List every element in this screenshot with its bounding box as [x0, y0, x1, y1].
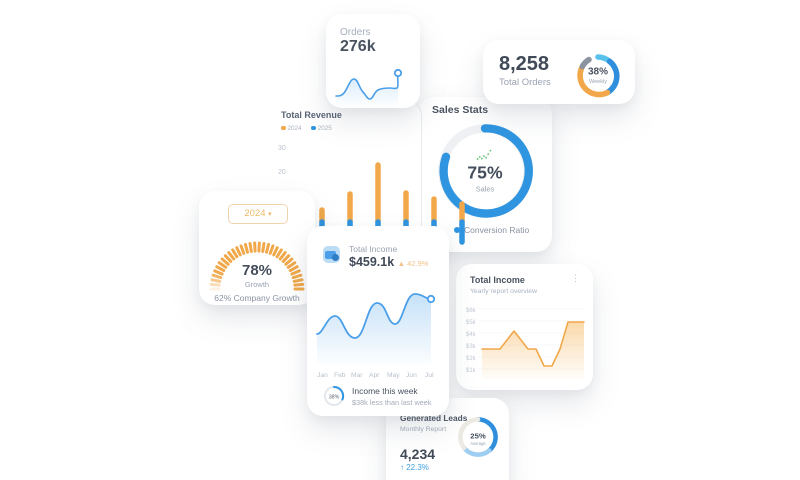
svg-text:Weekly: Weekly — [589, 79, 607, 85]
svg-text:$3k: $3k — [466, 344, 477, 350]
svg-text:$4k: $4k — [466, 332, 477, 338]
svg-text:Jan: Jan — [317, 372, 328, 379]
svg-text:$6k: $6k — [466, 308, 477, 314]
svg-text:78%: 78% — [242, 262, 272, 279]
svg-text:Sales: Sales — [476, 184, 495, 193]
svg-text:38%: 38% — [329, 395, 340, 401]
svg-text:30: 30 — [278, 145, 286, 152]
svg-text:Jul: Jul — [425, 372, 434, 379]
svg-text:Jun: Jun — [406, 372, 417, 379]
svg-text:$1k: $1k — [466, 368, 477, 374]
svg-text:20: 20 — [278, 169, 286, 176]
svg-text:Average: Average — [470, 441, 486, 446]
svg-text:May: May — [387, 372, 400, 379]
svg-text:Mar: Mar — [351, 372, 363, 379]
svg-text:$2k: $2k — [466, 356, 477, 362]
svg-text:$5k: $5k — [466, 320, 477, 326]
svg-text:Feb: Feb — [334, 372, 346, 379]
svg-text:25%: 25% — [470, 431, 486, 440]
svg-text:Apr: Apr — [369, 372, 380, 379]
svg-text:38%: 38% — [588, 67, 608, 78]
svg-text:Growth: Growth — [245, 280, 269, 289]
